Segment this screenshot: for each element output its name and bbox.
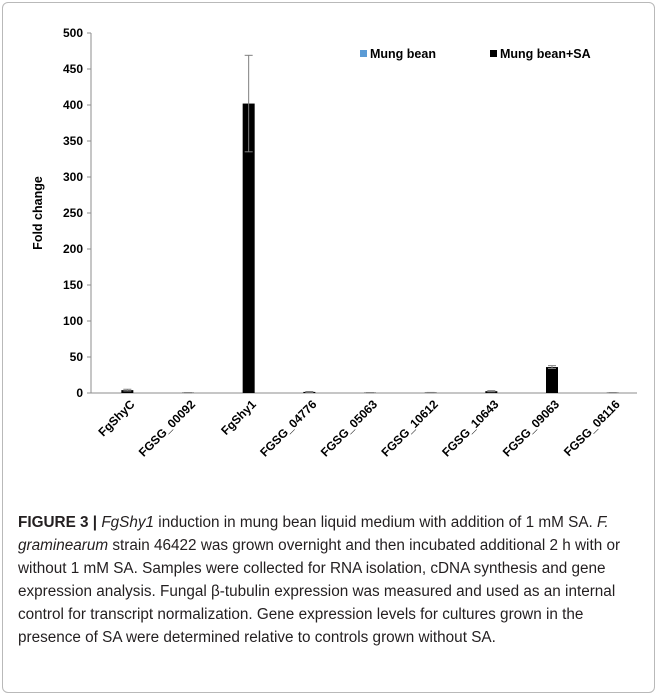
x-tick-label: FGSG_08116 — [561, 397, 623, 459]
caption-label: FIGURE 3 | — [18, 514, 102, 531]
x-tick-label: FgShyC — [95, 397, 137, 439]
y-tick-label: 450 — [63, 62, 83, 76]
y-tick-label: 300 — [63, 170, 83, 184]
caption-text-2: strain 46422 was grown overnight and the… — [18, 537, 621, 646]
y-axis-title: Fold change — [31, 176, 45, 250]
legend-label: Mung bean — [370, 47, 436, 61]
x-tick-label: FgShy1 — [218, 397, 259, 438]
caption-species-name: F. graminearum — [18, 514, 609, 554]
y-tick-label: 500 — [63, 26, 83, 40]
x-tick-label: FGSG_05063 — [318, 397, 380, 459]
x-tick-label: FGSG_10612 — [379, 397, 441, 459]
y-tick-label: 100 — [63, 314, 83, 328]
y-tick-label: 150 — [63, 278, 83, 292]
legend-swatch — [490, 50, 497, 57]
y-tick-label: 250 — [63, 206, 83, 220]
legend-label: Mung bean+SA — [500, 47, 591, 61]
figure-caption: FIGURE 3 | FgShy1 induction in mung bean… — [18, 511, 646, 649]
bar-mung-bean-sa — [121, 390, 134, 393]
bar-chart: 0 50 100 150 200 250 300 350 400 450 500 Fold chang… — [31, 26, 637, 459]
y-tick-label: 350 — [63, 134, 83, 148]
y-tick-label: 200 — [63, 242, 83, 256]
legend-swatch — [360, 50, 367, 57]
y-tick-label: 50 — [70, 350, 84, 364]
x-tick-label: FGSG_09063 — [500, 397, 562, 459]
bar-mung-bean-sa — [242, 103, 255, 393]
y-tick-label: 0 — [76, 386, 83, 400]
x-tick-label: FGSG_10643 — [439, 397, 501, 459]
y-tick-label: 400 — [63, 98, 83, 112]
x-tick-label: FGSG_00092 — [136, 397, 198, 459]
caption-text-1: induction in mung bean liquid medium wit… — [154, 514, 598, 531]
caption-gene-name: FgShy1 — [101, 514, 155, 531]
x-tick-label: FGSG_04776 — [257, 397, 319, 459]
bar-mung-bean-sa — [546, 367, 558, 393]
